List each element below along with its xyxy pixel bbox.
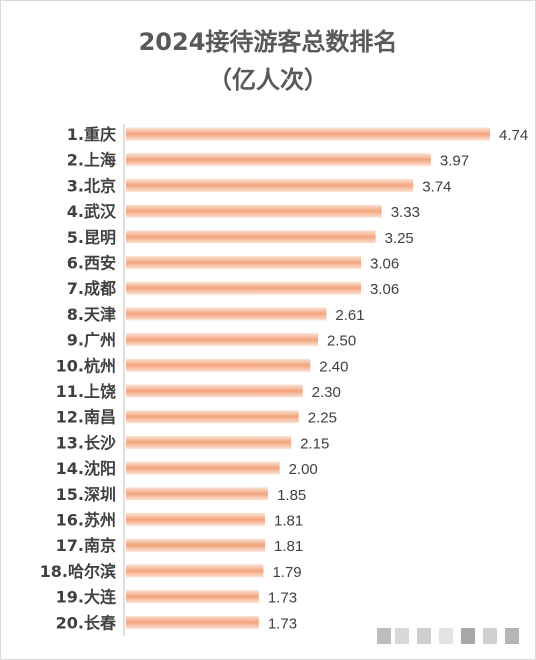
value-label: 2.30: [312, 384, 341, 401]
category-label: 12.南昌: [56, 408, 116, 427]
value-label: 3.06: [370, 256, 399, 273]
value-label: 3.06: [370, 281, 399, 298]
category-label: 3.北京: [67, 176, 116, 195]
value-label: 2.40: [319, 358, 348, 375]
bar: [126, 256, 361, 269]
value-label: 1.79: [272, 564, 301, 581]
bar: [126, 384, 303, 398]
category-label: 16.苏州: [56, 511, 116, 530]
value-label: 2.61: [335, 307, 364, 324]
category-label: 10.杭州: [56, 356, 116, 375]
category-label: 9.广州: [67, 331, 116, 350]
chart-subtitle: （亿人次）: [208, 66, 328, 94]
category-label: 17.南京: [56, 536, 116, 555]
category-label: 20.长春: [56, 613, 117, 632]
watermark: [377, 628, 523, 644]
value-label: 1.73: [268, 615, 297, 632]
bar: [126, 281, 361, 295]
bar: [126, 307, 327, 321]
bar: [126, 564, 264, 578]
bar: [126, 178, 414, 192]
category-label: 18.哈尔滨: [40, 562, 116, 581]
value-label: 1.81: [274, 538, 303, 555]
bar: [126, 538, 265, 552]
bar: [126, 590, 259, 604]
category-label: 7.成都: [67, 279, 116, 298]
value-label: 3.74: [422, 178, 451, 195]
value-label: 4.74: [499, 127, 528, 144]
value-label: 3.97: [440, 153, 469, 170]
category-label: 5.昆明: [67, 228, 116, 247]
category-label: 14.沈阳: [56, 459, 116, 478]
bar: [126, 333, 318, 347]
value-label: 2.25: [308, 410, 337, 427]
bar: [126, 615, 259, 629]
bar: [126, 513, 265, 526]
bar: [126, 204, 382, 218]
bar: [126, 358, 311, 372]
chart-title: 2024接待游客总数排名: [138, 28, 398, 56]
value-label: 3.25: [385, 230, 414, 247]
value-label: 1.81: [274, 513, 303, 530]
bar: [126, 230, 376, 244]
bar: [126, 487, 269, 501]
value-label: 1.73: [268, 590, 297, 607]
category-label: 6.西安: [67, 254, 116, 273]
category-label: 11.上饶: [56, 382, 116, 401]
category-label: 2.上海: [67, 151, 116, 170]
value-label: 2.15: [300, 435, 329, 452]
category-label: 13.长沙: [56, 433, 116, 452]
bar: [126, 127, 490, 141]
bar: [126, 461, 280, 475]
category-label: 19.大连: [56, 588, 117, 607]
value-label: 1.85: [277, 487, 306, 504]
value-label: 2.50: [327, 333, 356, 350]
category-label: 8.天津: [67, 305, 116, 324]
bar: [126, 435, 292, 449]
category-label: 1.重庆: [67, 125, 116, 144]
category-label: 15.深圳: [56, 485, 116, 504]
value-label: 3.33: [391, 204, 420, 221]
bar: [126, 410, 299, 424]
bar: [126, 153, 431, 167]
value-label: 2.00: [289, 461, 318, 478]
category-label: 4.武汉: [67, 202, 117, 221]
